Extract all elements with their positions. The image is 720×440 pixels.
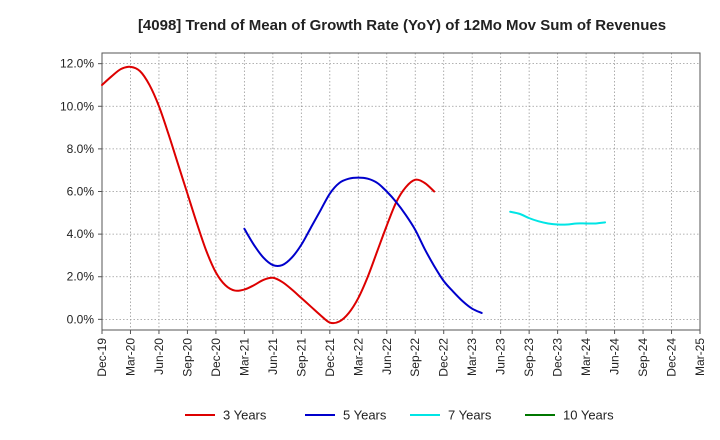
chart-title: [4098] Trend of Mean of Growth Rate (YoY… xyxy=(138,17,666,34)
x-tick-label: Mar-22 xyxy=(351,338,365,376)
y-tick-label: 2.0% xyxy=(67,270,95,284)
y-tick-label: 10.0% xyxy=(60,99,94,113)
x-tick-label: Sep-24 xyxy=(636,338,650,377)
x-tick-label: Dec-23 xyxy=(551,338,565,377)
x-tick-label: Mar-24 xyxy=(579,338,593,376)
axes: 0.0% 2.0% 4.0% 6.0% 8.0% 10.0% 12.0% Dec-19 Mar-… xyxy=(60,52,707,377)
x-tick-label: Sep-22 xyxy=(408,338,422,377)
x-tick-label: Dec-22 xyxy=(437,338,451,377)
x-tick-label: Sep-20 xyxy=(180,338,194,377)
x-tick-label: Dec-21 xyxy=(323,338,337,377)
y-tick-label: 4.0% xyxy=(67,227,95,241)
y-tick-label: 12.0% xyxy=(60,57,94,71)
legend-label-3-years: 3 Years xyxy=(223,408,267,423)
x-tick-label: Jun-22 xyxy=(380,338,394,375)
x-tick-label: Dec-20 xyxy=(209,338,223,377)
x-tick-label: Jun-21 xyxy=(266,338,280,375)
grid xyxy=(102,53,700,330)
x-tick-label: Mar-20 xyxy=(123,338,137,376)
series-line-3-years xyxy=(101,65,436,325)
x-tick-label: Jun-24 xyxy=(608,338,622,375)
x-tick-label: Dec-24 xyxy=(665,338,679,377)
series-line-7-years xyxy=(509,210,607,226)
y-tick-label: 6.0% xyxy=(67,185,95,199)
legend-label-10-years: 10 Years xyxy=(563,408,614,423)
y-tick-label: 0.0% xyxy=(67,312,95,326)
x-tick-label: Mar-21 xyxy=(237,338,251,376)
x-tick-label: Mar-23 xyxy=(465,338,479,376)
x-tick-label: Jun-23 xyxy=(494,338,508,375)
legend-label-7-years: 7 Years xyxy=(448,408,492,423)
x-tick-label: Jun-20 xyxy=(152,338,166,375)
x-tick-label: Sep-21 xyxy=(294,338,308,377)
x-tick-label: Dec-19 xyxy=(95,338,109,377)
legend: 3 Years 5 Years 7 Years 10 Years xyxy=(185,408,614,423)
series-line-5-years xyxy=(243,176,483,314)
y-tick-label: 8.0% xyxy=(67,142,95,156)
x-tick-label: Sep-23 xyxy=(522,338,536,377)
legend-label-5-years: 5 Years xyxy=(343,408,387,423)
series xyxy=(101,65,607,325)
x-tick-label: Mar-25 xyxy=(693,338,707,376)
